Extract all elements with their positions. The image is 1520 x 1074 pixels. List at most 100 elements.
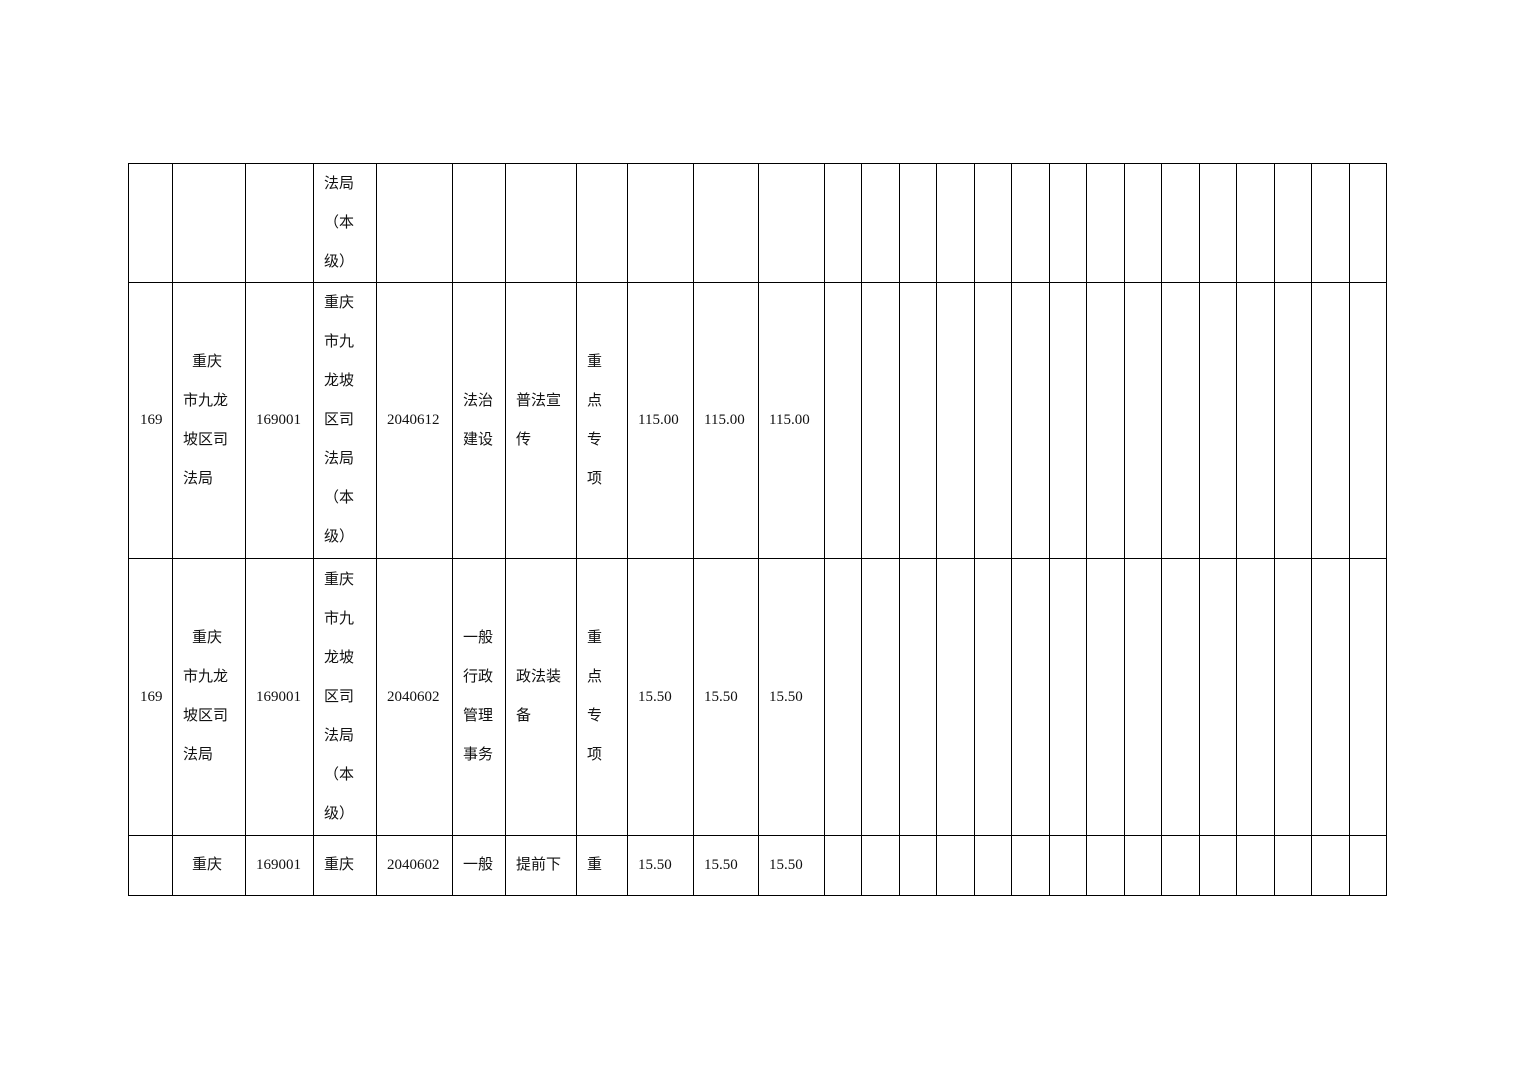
table-cell <box>1348 558 1388 836</box>
table-cell <box>823 163 863 283</box>
table-cell <box>1311 163 1350 283</box>
table-cell: 169 <box>128 558 173 836</box>
table-cell <box>1161 282 1200 559</box>
table-cell: 法治 建设 <box>452 282 506 559</box>
table-cell <box>1161 163 1200 283</box>
table-cell <box>452 163 506 283</box>
table-cell: 169001 <box>245 835 314 896</box>
table-cell <box>1011 835 1050 896</box>
table-cell <box>936 163 975 283</box>
table-cell <box>1161 835 1200 896</box>
table-cell <box>973 282 1013 559</box>
table-cell: 普法宣 传 <box>505 282 577 559</box>
table-cell <box>1198 558 1238 836</box>
table-cell <box>1348 282 1388 559</box>
table-cell <box>1236 558 1275 836</box>
table-cell: 重庆 市九龙 坡区司 法局 <box>172 558 246 836</box>
table-cell <box>1236 163 1275 283</box>
table-cell: 一般 行政 管理 事务 <box>452 558 506 836</box>
table-cell: 115.00 <box>627 282 694 559</box>
table-cell <box>128 163 173 283</box>
table-cell <box>1311 282 1350 559</box>
table-cell: 重庆 市九 龙坡 区司 法局 （本 级） <box>313 558 377 836</box>
table-cell <box>693 163 759 283</box>
table-cell <box>627 163 694 283</box>
table-cell: 重 点 专 项 <box>576 282 628 559</box>
table-cell <box>1048 558 1088 836</box>
table-cell: 提前下 <box>505 835 577 896</box>
table-cell <box>1198 835 1238 896</box>
table-cell <box>823 558 863 836</box>
table-row: 重庆 169001 重庆 2040602 一般 提前下重 15.50 15.50 15.50 <box>128 835 1388 896</box>
table-cell <box>1123 835 1163 896</box>
table-cell <box>505 163 577 283</box>
table-cell <box>936 558 975 836</box>
table-cell <box>1086 282 1125 559</box>
table-cell <box>1086 163 1125 283</box>
table-row: 法局 （本 级） <box>128 163 1388 283</box>
table-cell <box>1011 282 1050 559</box>
table-cell <box>576 163 628 283</box>
table-cell <box>898 835 938 896</box>
table-cell <box>861 558 900 836</box>
table-cell <box>1348 163 1388 283</box>
table-cell <box>1086 835 1125 896</box>
table-cell <box>973 558 1013 836</box>
table-cell <box>1348 835 1388 896</box>
table-cell <box>376 163 453 283</box>
table-cell <box>1311 835 1350 896</box>
table-cell <box>1236 835 1275 896</box>
table-cell: 115.00 <box>758 282 825 559</box>
table-cell: 重庆 <box>313 835 377 896</box>
table-cell <box>758 163 825 283</box>
table-cell: 115.00 <box>693 282 759 559</box>
table-cell: 2040602 <box>376 835 453 896</box>
table-cell <box>861 835 900 896</box>
table-cell <box>936 282 975 559</box>
table-cell <box>973 163 1013 283</box>
table-cell <box>1311 558 1350 836</box>
budget-table: 法局 （本 级） 169 重庆 市九龙 坡区司 法局 169001 重庆 市九 龙坡 区… <box>128 163 1388 896</box>
table-cell <box>1198 282 1238 559</box>
table-cell: 15.50 <box>693 835 759 896</box>
table-cell <box>1123 163 1163 283</box>
table-cell: 2040602 <box>376 558 453 836</box>
table-cell <box>245 163 314 283</box>
table-cell <box>1086 558 1125 836</box>
table-cell <box>1198 163 1238 283</box>
table-cell: 15.50 <box>627 835 694 896</box>
table-cell: 重庆 <box>172 835 246 896</box>
table-cell <box>1236 282 1275 559</box>
table-cell <box>898 163 938 283</box>
table-cell: 169 <box>128 282 173 559</box>
table-cell: 重庆 市九龙 坡区司 法局 <box>172 282 246 559</box>
table-cell: 政法装 备 <box>505 558 577 836</box>
table-cell <box>1161 558 1200 836</box>
table-cell: 169001 <box>245 282 314 559</box>
table-cell: 15.50 <box>758 835 825 896</box>
table-cell <box>1273 558 1313 836</box>
table-cell <box>1011 163 1050 283</box>
table-cell <box>973 835 1013 896</box>
table-cell: 重 <box>576 835 628 896</box>
table-cell: 重庆 市九 龙坡 区司 法局 （本 级） <box>313 282 377 559</box>
table-cell: 一般 <box>452 835 506 896</box>
table-cell <box>861 282 900 559</box>
table-cell <box>1123 282 1163 559</box>
table-cell <box>128 835 173 896</box>
table-cell: 2040612 <box>376 282 453 559</box>
table-cell: 15.50 <box>758 558 825 836</box>
table-cell <box>936 835 975 896</box>
table-cell: 法局 （本 级） <box>313 163 377 283</box>
table-cell <box>1011 558 1050 836</box>
table-cell <box>1273 835 1313 896</box>
table-cell <box>861 163 900 283</box>
table-cell <box>172 163 246 283</box>
table-cell <box>1123 558 1163 836</box>
table-cell <box>898 282 938 559</box>
table-cell <box>1048 282 1088 559</box>
table-cell: 15.50 <box>693 558 759 836</box>
table-cell <box>1048 163 1088 283</box>
table-cell <box>1273 163 1313 283</box>
table-cell <box>1273 282 1313 559</box>
